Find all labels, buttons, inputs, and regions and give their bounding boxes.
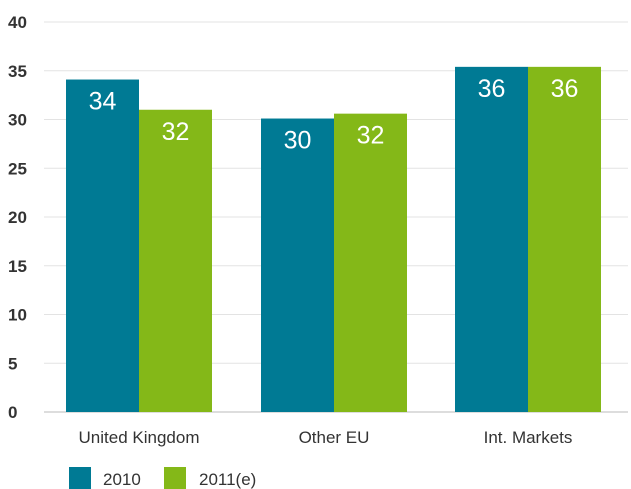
y-tick-label: 40 [8, 13, 27, 32]
data-label: 30 [284, 127, 312, 155]
bar-2011e [334, 113, 407, 413]
bar-2010 [455, 66, 528, 412]
data-labels: 34 32 30 32 36 36 [89, 75, 579, 155]
bar-2010 [66, 79, 139, 413]
bar-2011e [139, 109, 212, 412]
y-tick-label: 0 [8, 403, 17, 422]
y-tick-label: 35 [8, 62, 27, 81]
y-tick-label: 20 [8, 208, 27, 227]
y-tick-label: 25 [8, 159, 27, 178]
data-label: 34 [89, 88, 117, 116]
legend-swatch [69, 467, 91, 489]
bar-2011e [528, 66, 601, 412]
category-label: Other EU [299, 428, 370, 447]
bar-2010 [261, 118, 334, 413]
data-label: 36 [478, 75, 506, 103]
y-tick-label: 30 [8, 111, 27, 130]
legend: 2010 2011(e) [69, 467, 256, 489]
y-tick-label: 5 [8, 354, 17, 373]
legend-swatch [164, 467, 186, 489]
bars [66, 66, 601, 413]
legend-label: 2011(e) [199, 470, 256, 489]
x-axis-categories: United Kingdom Other EU Int. Markets [79, 428, 573, 447]
data-label: 32 [357, 122, 385, 150]
category-label: Int. Markets [484, 428, 573, 447]
legend-label: 2010 [103, 470, 141, 489]
data-label: 32 [162, 118, 190, 146]
y-axis-ticks: 0 5 10 15 20 25 30 35 40 [8, 13, 27, 422]
data-label: 36 [551, 75, 579, 103]
category-label: United Kingdom [79, 428, 200, 447]
y-tick-label: 10 [8, 306, 27, 325]
y-tick-label: 15 [8, 257, 27, 276]
